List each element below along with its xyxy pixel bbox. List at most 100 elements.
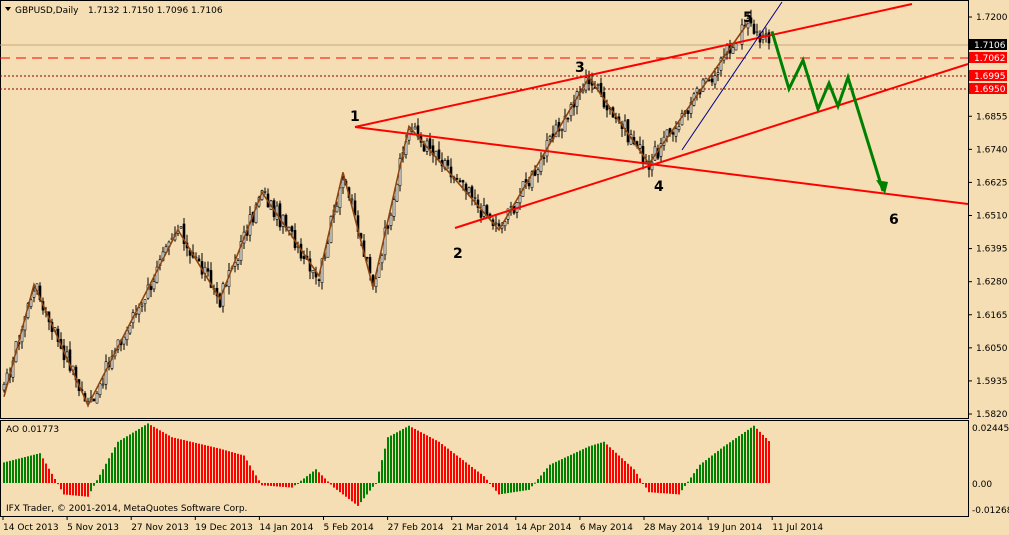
ao-bar (450, 450, 452, 483)
ao-bar (702, 462, 704, 483)
ao-bar (384, 448, 386, 483)
price-tick-label: 1.6855 (976, 112, 1008, 122)
ao-bar (132, 432, 134, 483)
date-tick-label: 27 Feb 2014 (388, 523, 444, 533)
ao-bar (114, 447, 116, 483)
ao-bar (738, 436, 740, 483)
ao-bar (3, 462, 5, 483)
candle-body (767, 32, 771, 44)
ao-bar (654, 483, 656, 493)
ao-bar (48, 468, 50, 483)
candle-body (686, 110, 690, 115)
ao-bar (195, 442, 197, 483)
ao-bar (645, 483, 647, 488)
candle-body (428, 138, 432, 149)
candle-body (392, 199, 396, 217)
candle-body (155, 266, 159, 283)
ao-bar (273, 483, 275, 487)
price-tag-1-6950: 1.6950 (969, 83, 1007, 95)
price-tick-label: 1.6280 (976, 278, 1008, 288)
ao-bar (192, 442, 194, 483)
ao-bar (660, 483, 662, 494)
collapse-triangle-icon[interactable] (5, 7, 11, 11)
ao-bar (468, 464, 470, 483)
ao-bar (687, 481, 689, 483)
ao-bar (324, 478, 326, 483)
candle-body (449, 166, 453, 178)
ao-bar (336, 483, 338, 490)
ao-bar (267, 483, 269, 486)
wave-target-line (354, 126, 969, 205)
date-tick-label: 14 Jan 2014 (259, 523, 313, 533)
ao-bar (123, 438, 125, 483)
ao-bar (609, 447, 611, 483)
price-tag-1-6995: 1.6995 (969, 70, 1007, 82)
ao-bar (327, 481, 329, 483)
candle-body (530, 171, 534, 189)
ao-bar (495, 483, 497, 491)
candle-body (455, 177, 459, 180)
ao-bar (402, 429, 404, 483)
ohlc-values: 1.7132 1.7150 1.7096 1.7106 (88, 6, 223, 16)
ao-bar (561, 459, 563, 483)
candle-body (461, 180, 465, 183)
ao-bar (684, 483, 686, 486)
price-tick-label: 1.5935 (976, 377, 1008, 387)
ao-bar (639, 478, 641, 483)
ao-bar (186, 440, 188, 483)
ao-bar (549, 464, 551, 483)
ao-bar (261, 483, 263, 486)
ao-bar (312, 471, 314, 483)
candle-body (764, 33, 768, 36)
candle-body (659, 143, 663, 157)
ao-bar (225, 450, 227, 483)
ao-bar (282, 483, 284, 487)
ao-bar (594, 444, 596, 483)
candle-body (326, 243, 330, 258)
zigzag-wave-line (3, 22, 749, 408)
candle-body (731, 47, 735, 54)
ao-bar (6, 461, 8, 483)
ao-bar (465, 462, 467, 483)
candle-body (95, 393, 99, 404)
price-tag-1-7062: 1.7062 (969, 52, 1007, 64)
ao-bar (321, 475, 323, 483)
ao-bar (405, 427, 407, 483)
ao-bar (750, 427, 752, 483)
ao-bar (117, 441, 119, 483)
ao-bar (408, 425, 410, 483)
ao-bar (573, 453, 575, 483)
candle-body (548, 136, 552, 140)
candle-body (311, 270, 315, 274)
ao-bar (759, 431, 761, 483)
candle-body (152, 281, 156, 290)
wave-label-5: 5 (743, 10, 753, 26)
candle-body (68, 349, 72, 371)
ao-bar (693, 473, 695, 483)
ao-bar (144, 425, 146, 483)
ao-bar (765, 437, 767, 483)
ao-bar (666, 483, 668, 494)
candle-body (2, 383, 6, 391)
ao-bar (657, 483, 659, 493)
ao-bar (705, 460, 707, 483)
awesome-oscillator-histogram (3, 423, 770, 506)
ao-bar (675, 483, 677, 495)
ao-bar (120, 439, 122, 483)
candle-body (716, 72, 720, 75)
ao-bar (696, 468, 698, 483)
ao-bar (591, 445, 593, 483)
candle-body (458, 180, 462, 182)
candle-body (638, 144, 642, 149)
ao-bar (627, 463, 629, 483)
candle-body (395, 183, 399, 202)
ao-bar (180, 439, 182, 483)
candle-body (182, 223, 186, 244)
candle-body (374, 278, 378, 287)
ao-bar (531, 483, 533, 487)
ao-bar (552, 463, 554, 483)
ao-bar (345, 483, 347, 497)
wave-label-2: 2 (453, 246, 463, 262)
ao-bar (174, 437, 176, 483)
forecast-arrowhead (876, 180, 888, 194)
